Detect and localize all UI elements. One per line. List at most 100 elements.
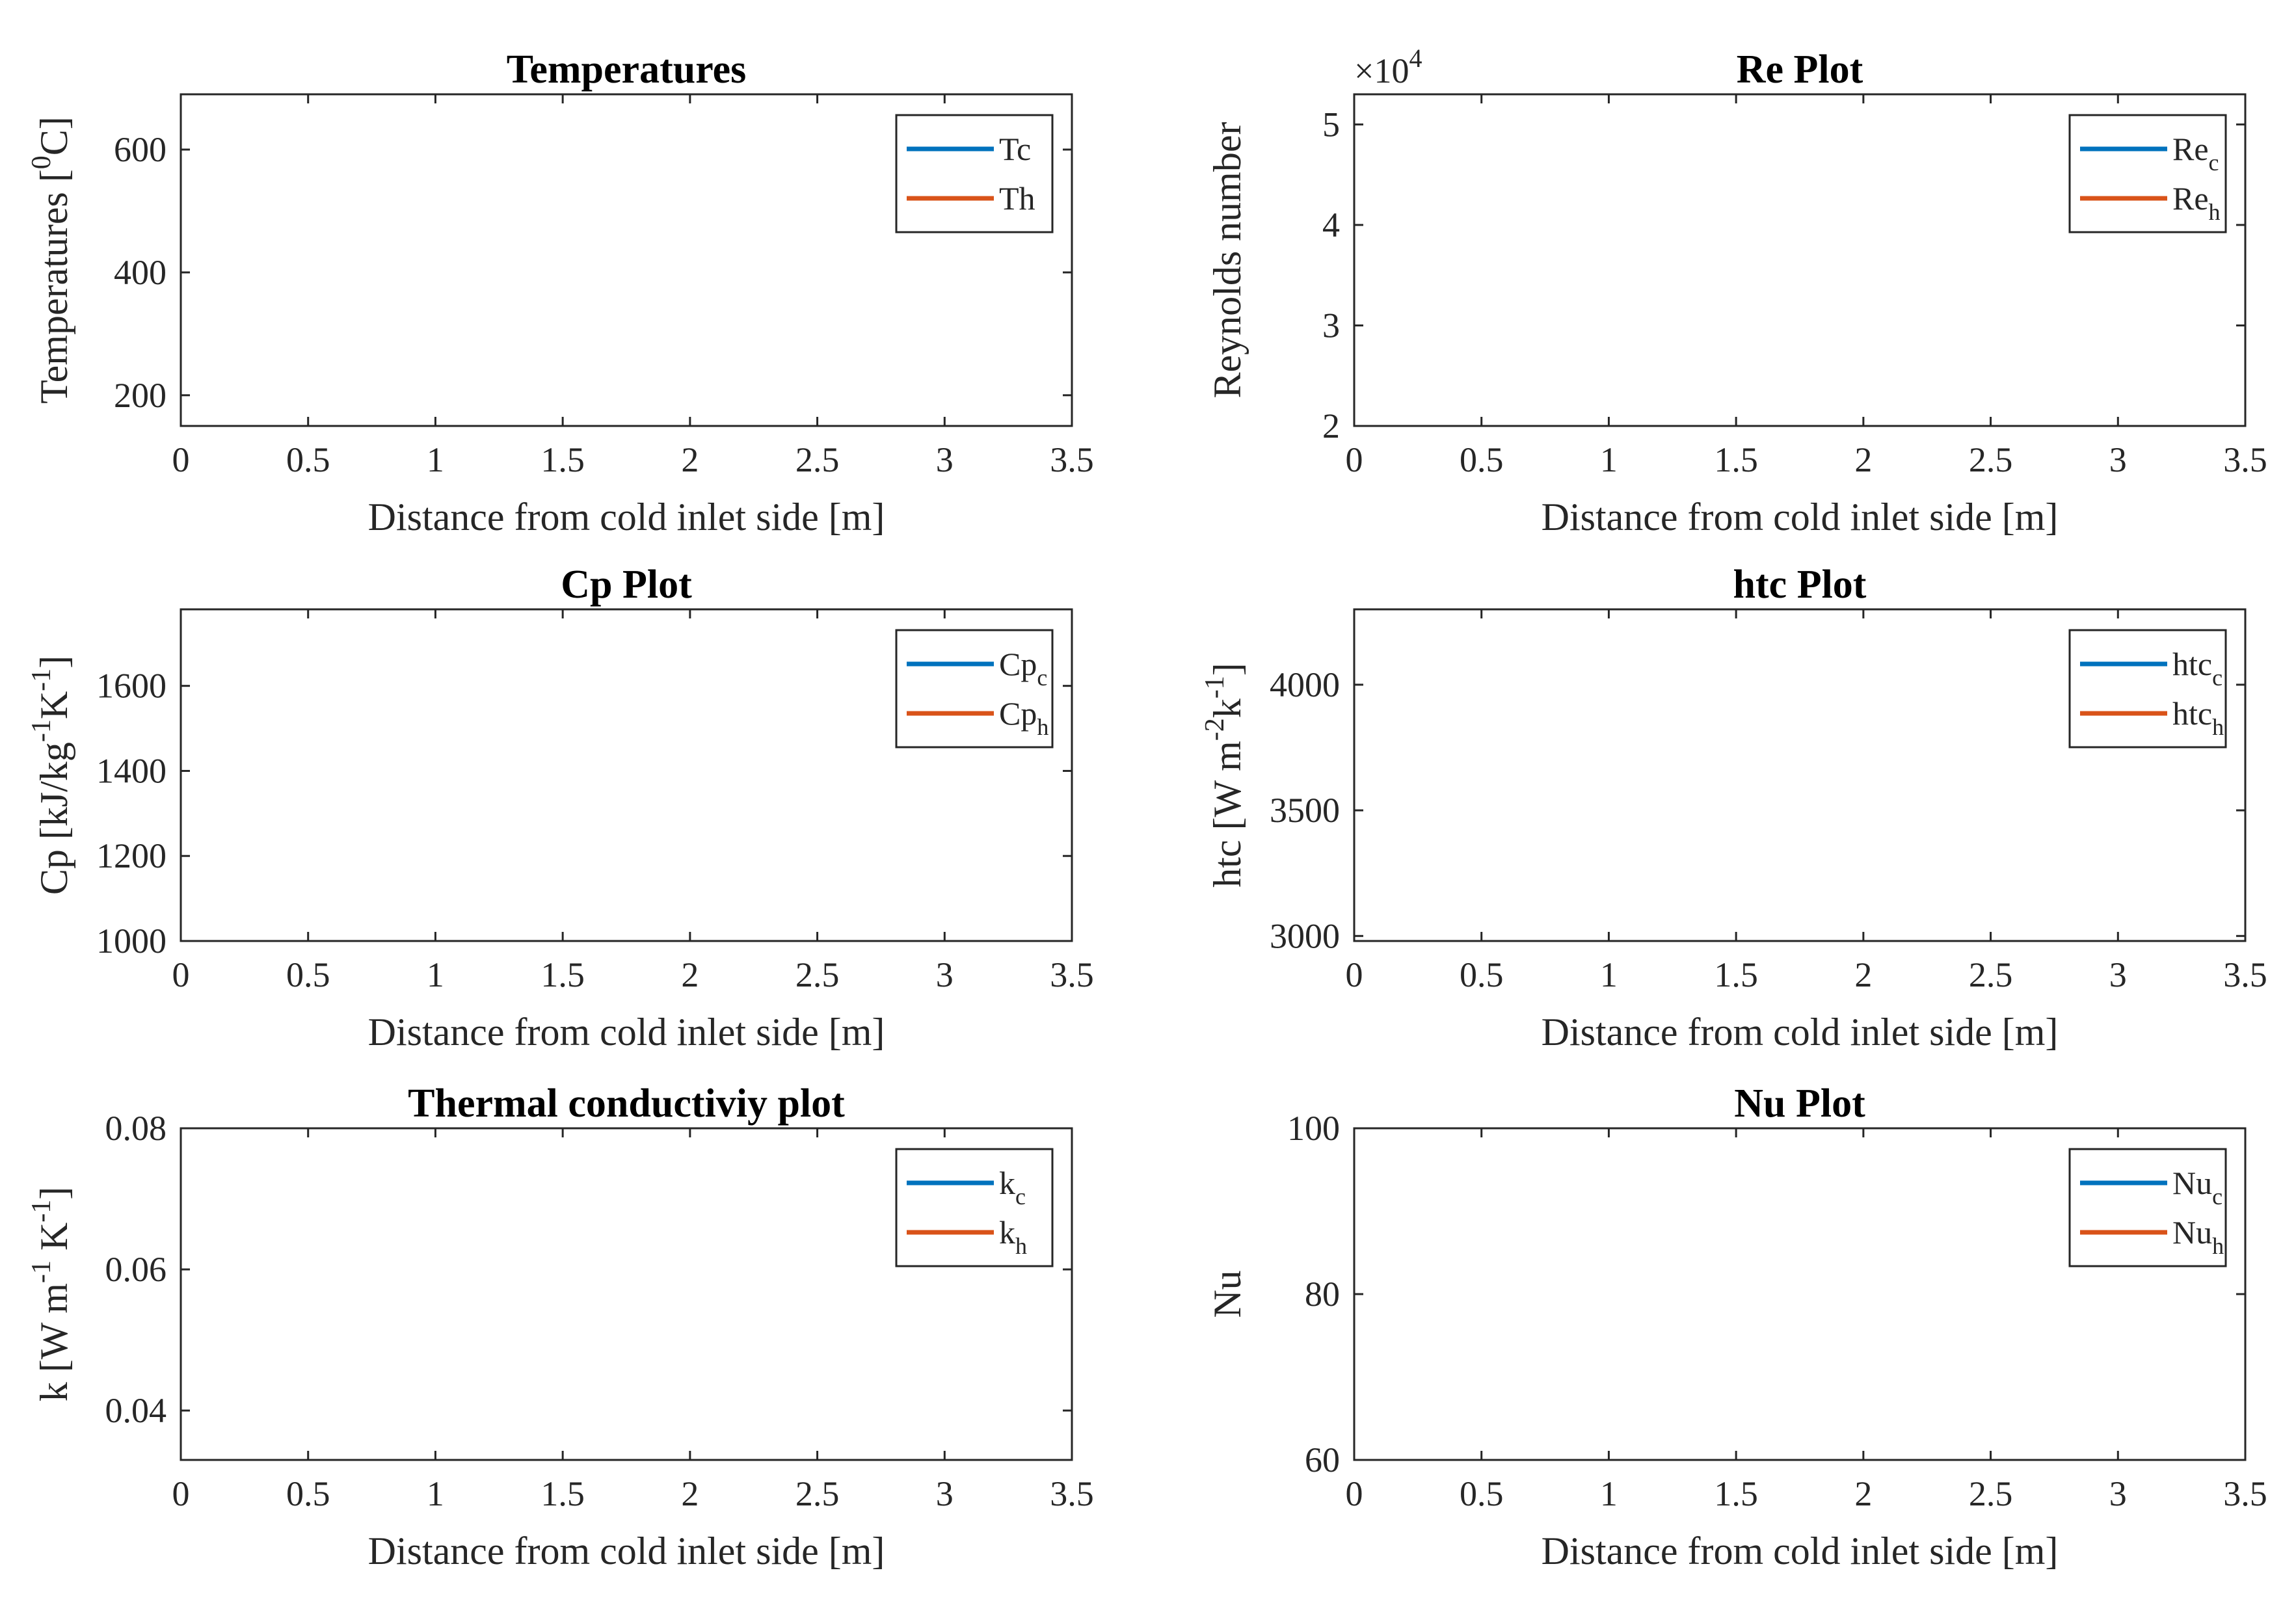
x-tick-label: 1.5 [541, 1474, 585, 1513]
x-tick-label: 0.5 [286, 1474, 330, 1513]
y-tick-label: 5 [1322, 105, 1340, 144]
y-tick-label: 100 [1287, 1109, 1340, 1148]
legend-label: Th [999, 180, 1035, 217]
y-tick-label: 400 [114, 253, 167, 292]
x-tick-label: 3.5 [1050, 440, 1094, 479]
x-tick-label: 3.5 [1050, 955, 1094, 994]
x-tick-label: 3 [2109, 1474, 2127, 1513]
chart-title: Re Plot [1737, 47, 1863, 92]
x-tick-label: 0.5 [1460, 1474, 1504, 1513]
x-tick-label: 0 [172, 955, 190, 994]
x-tick-label: 2 [1854, 955, 1872, 994]
y-tick-label: 4 [1322, 205, 1340, 245]
y-tick-label: 60 [1305, 1440, 1340, 1479]
x-axis-label: Distance from cold inlet side [m] [1542, 1011, 2059, 1053]
x-tick-label: 1 [1600, 1474, 1618, 1513]
x-tick-label: 0 [1346, 1474, 1363, 1513]
y-tick-label: 0.04 [105, 1391, 167, 1430]
chart-panel-5: 0 0.5 1 1.5 2 2.5 3 3.5 0.04 0.06 0.08 Thermal cond… [27, 1081, 1094, 1572]
x-axis-label: Distance from cold inlet side [m] [1542, 496, 2059, 538]
x-tick-label: 1 [1600, 440, 1618, 479]
chart-title: htc Plot [1733, 563, 1867, 607]
x-tick-label: 3 [936, 1474, 954, 1513]
x-tick-label: 2.5 [1969, 955, 2013, 994]
x-tick-label: 3 [936, 955, 954, 994]
legend-box [2068, 114, 2227, 233]
x-tick-label: 2 [681, 1474, 699, 1513]
y-tick-label: 1200 [96, 836, 167, 875]
x-tick-label: 3.5 [1050, 1474, 1094, 1513]
y-axis-label: htc [W m-2k-1] [1200, 663, 1249, 887]
x-tick-label: 1 [427, 955, 444, 994]
x-tick-label: 1 [427, 1474, 444, 1513]
y-tick-label: 600 [114, 130, 167, 169]
x-tick-label: 1 [1600, 955, 1618, 994]
x-tick-label: 1 [427, 440, 444, 479]
legend-box [2068, 1148, 2227, 1267]
x-tick-label: 0.5 [1460, 955, 1504, 994]
chart-title: Nu Plot [1734, 1081, 1865, 1126]
legend-box [895, 114, 1054, 233]
legend-label: kc [999, 1165, 1026, 1210]
legend-label: Cpc [999, 646, 1047, 691]
y-tick-label: 3 [1322, 306, 1340, 345]
x-tick-label: 3.5 [2223, 440, 2267, 479]
x-tick-label: 2 [1854, 1474, 1872, 1513]
x-tick-label: 2.5 [795, 440, 840, 479]
chart-title: Temperatures [507, 47, 747, 92]
legend-label: kh [999, 1214, 1027, 1259]
x-axis-label: Distance from cold inlet side [m] [368, 496, 885, 538]
x-tick-label: 3 [2109, 440, 2127, 479]
legend-box [895, 1148, 1054, 1267]
chart-title: Cp Plot [561, 563, 692, 607]
y-tick-label: 1600 [96, 667, 167, 706]
x-tick-label: 0 [172, 1474, 190, 1513]
legend-label: Nuc [2172, 1165, 2223, 1210]
chart-panel-1: 0 0.5 1 1.5 2 2.5 3 3.5 200 400 600 Temperatures Dis… [27, 47, 1094, 538]
chart-panel-3: 0 0.5 1 1.5 2 2.5 3 3.5 1000 1200 1400 1600 Cp Plot D… [27, 563, 1094, 1053]
y-tick-label: 1000 [96, 921, 167, 960]
y-tick-label: 200 [114, 376, 167, 415]
chart-panel-2: 0 0.5 1 1.5 2 2.5 3 3.5 2 3 4 5 ×104 Re Plot Distance … [1206, 44, 2267, 538]
y-tick-label: 3500 [1270, 791, 1340, 830]
y-tick-label: 2 [1322, 406, 1340, 445]
x-tick-label: 2 [1854, 440, 1872, 479]
x-tick-label: 1.5 [541, 955, 585, 994]
y-axis-label: k [W m-1 K-1] [27, 1187, 75, 1402]
x-tick-label: 0 [1346, 440, 1363, 479]
y-tick-label: 3000 [1270, 916, 1340, 955]
x-tick-label: 2.5 [1969, 440, 2013, 479]
legend-label: Reh [2172, 180, 2221, 225]
y-tick-label: 0.08 [105, 1109, 167, 1148]
x-tick-label: 1.5 [1714, 955, 1758, 994]
x-tick-label: 1.5 [1714, 440, 1758, 479]
x-tick-label: 0.5 [286, 955, 330, 994]
legend-label: htcc [2172, 646, 2223, 691]
y-tick-label: 0.06 [105, 1250, 167, 1289]
x-tick-label: 0 [172, 440, 190, 479]
x-tick-label: 1.5 [1714, 1474, 1758, 1513]
legend-label: Cph [999, 695, 1048, 740]
x-tick-label: 2.5 [1969, 1474, 2013, 1513]
axis-exponent-label: ×104 [1354, 44, 1422, 90]
x-axis-label: Distance from cold inlet side [m] [368, 1011, 885, 1053]
y-tick-label: 80 [1305, 1275, 1340, 1314]
legend-label: Tc [999, 131, 1031, 167]
y-axis-label: Reynolds number [1206, 122, 1249, 399]
legend-box [2068, 629, 2227, 749]
legend: Tc Th [895, 114, 1054, 233]
legend-label: Nuh [2172, 1214, 2224, 1259]
x-tick-label: 0.5 [286, 440, 330, 479]
chart-panel-4: 0 0.5 1 1.5 2 2.5 3 3.5 3000 3500 4000 htc Plot Dist… [1200, 563, 2267, 1053]
chart-title: Thermal conductiviy plot [408, 1081, 845, 1126]
legend-label: htch [2172, 695, 2224, 740]
x-axis-label: Distance from cold inlet side [m] [1542, 1530, 2059, 1572]
y-tick-label: 4000 [1270, 665, 1340, 704]
legend-label: Rec [2172, 131, 2219, 176]
